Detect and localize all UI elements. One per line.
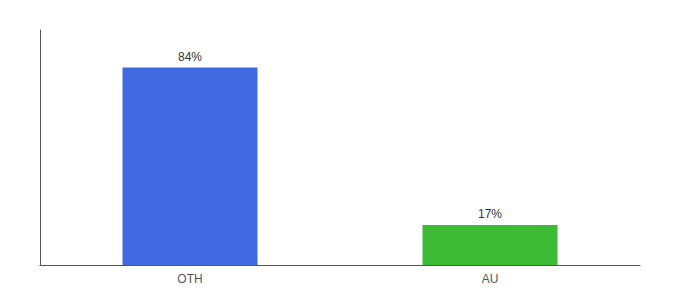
svg-text:OTH: OTH <box>177 272 202 286</box>
svg-text:AU: AU <box>482 272 499 286</box>
svg-text:84%: 84% <box>178 50 202 64</box>
svg-text:17%: 17% <box>478 207 502 221</box>
